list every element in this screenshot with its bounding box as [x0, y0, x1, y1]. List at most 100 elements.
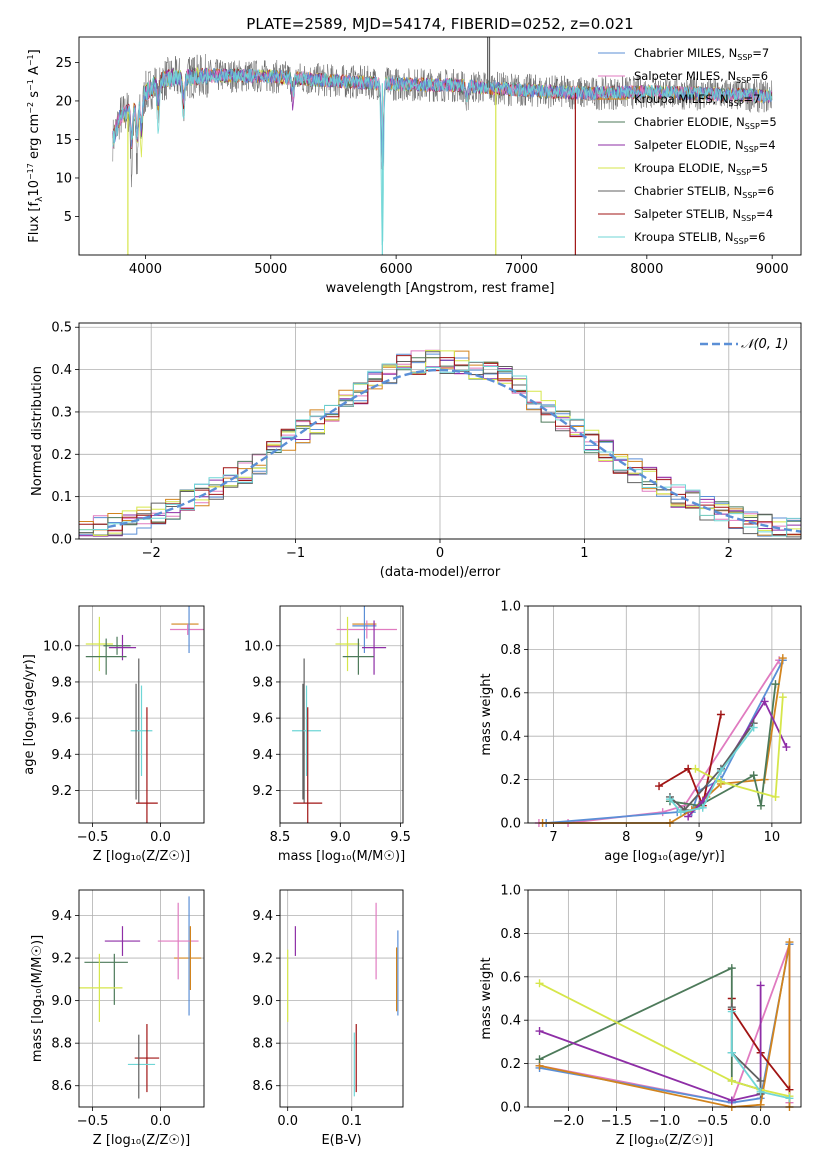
y-tick-label: 10.0 [43, 639, 72, 654]
weight-marker [756, 981, 765, 990]
plot-frame [527, 889, 802, 1108]
weight-marker [727, 1007, 736, 1016]
weight-marker [727, 1096, 736, 1105]
x-tick-label: −1 [286, 546, 305, 561]
weight-lines [534, 654, 791, 827]
weight-marker [535, 979, 544, 988]
x-tick-label: −0.5 [697, 1114, 729, 1129]
y-tick-label: 8.6 [51, 1079, 72, 1094]
x-axis-label: age [log₁₀(age/yr)] [604, 849, 725, 864]
weight-marker [665, 795, 674, 804]
panels: 4000 5000 6000 7000 8000 9000510152025wavelen… [22, 36, 802, 1148]
legend-entry: Kroupa STELIB, NSSP=6 [634, 230, 765, 246]
weight-marker [727, 1076, 736, 1085]
y-axis-label: mass weight [479, 957, 494, 1039]
weight-marker [676, 808, 685, 817]
x-axis-label: mass [log₁₀(M/M☉)] [278, 849, 405, 864]
weight-marker [535, 1055, 544, 1064]
x-tick-label: −2.0 [553, 1114, 585, 1129]
spectrum-line-chabrier_miles [112, 67, 773, 167]
plot-frame [78, 605, 205, 824]
age_vs_mass-panel: 8.5 9.0 9.5 9.2 9.4 9.6 9.8 10.0 mass [log₁₀(M/M… [244, 605, 411, 864]
y-tick-label: 8.8 [51, 1037, 72, 1052]
x-tick-label: 1 [580, 546, 588, 561]
x-tick-label: 0.0 [277, 1114, 298, 1129]
x-tick-label: 9000 [756, 262, 789, 277]
error-bars [292, 606, 397, 823]
y-tick-label: 9.8 [51, 675, 72, 690]
plot-frame [279, 605, 404, 824]
spectrum-lines [112, 37, 773, 255]
weight-line-kroupa_stelib [730, 1011, 790, 1100]
y-tick-label: 0.2 [500, 1057, 521, 1072]
y-tick-label: 0.1 [51, 490, 72, 505]
plot-frame [78, 322, 802, 540]
y-axis-label: mass weight [479, 673, 494, 755]
x-tick-label: 2 [725, 546, 733, 561]
weight-line-kroupa_elodie [694, 697, 784, 799]
weight-line-salpeter_stelib [658, 714, 722, 809]
y-tick-label: 15 [55, 133, 72, 148]
y-axis-label: Normed distribution [30, 366, 45, 496]
error-bars [287, 902, 399, 1097]
y-tick-label: 0.0 [500, 1101, 521, 1116]
spectrum-panel: 4000 5000 6000 7000 8000 9000 5 10 15 20 25 wavelen… [26, 36, 802, 296]
y-tick-label: 8.6 [252, 1079, 273, 1094]
y-tick-label: 0.5 [51, 321, 72, 336]
y-tick-label: 0.6 [500, 686, 521, 701]
y-tick-label: 9.4 [51, 748, 72, 763]
spectrum-line-kroupa_stelib [112, 68, 773, 246]
weight-line-chabrier_stelib [669, 722, 755, 812]
spectrum-legend: Chabrier MILES, NSSP=7 Salpeter MILES, NS… [598, 46, 777, 246]
x-axis-label: Z [log₁₀(Z/Z☉)] [93, 1133, 190, 1148]
y-tick-label: 10.0 [244, 639, 273, 654]
y-axis-label: age [log₁₀(age/yr)] [22, 654, 37, 775]
weight-marker [727, 1048, 736, 1057]
y-tick-label: 0.0 [500, 817, 521, 832]
y-tick-label: 0.0 [51, 533, 72, 548]
x-axis-label: (data-model)/error [380, 565, 501, 580]
weight-marker [756, 1076, 765, 1085]
weight-marker [727, 964, 736, 973]
weight-marker [535, 1027, 544, 1036]
y-tick-label: 5 [64, 210, 72, 225]
legend-entry: Salpeter MILES, NSSP=6 [634, 69, 768, 85]
y-tick-label: 9.0 [252, 994, 273, 1009]
x-tick-label: 0.1 [341, 1114, 362, 1129]
plot-frame [78, 36, 802, 256]
y-tick-label: 0.4 [51, 363, 72, 378]
legend-entry: Salpeter ELODIE, NSSP=4 [634, 138, 776, 154]
x-tick-label: 7000 [505, 262, 538, 277]
y-tick-label: 9.4 [51, 909, 72, 924]
weight-marker [716, 710, 725, 719]
weight-marker [782, 743, 791, 752]
weight-marker [771, 792, 780, 801]
legend-entry: Salpeter STELIB, NSSP=4 [634, 207, 773, 223]
y-tick-label: 10 [55, 171, 72, 186]
mass_vs_ebv-panel: 0.0 0.1 8.6 8.8 9.0 9.2 9.4 E(B-V) [252, 889, 404, 1148]
x-tick-label: −0.5 [77, 1114, 109, 1129]
x-tick-label: 4000 [129, 262, 162, 277]
weight-line-chabrier_miles [546, 659, 784, 824]
x-tick-label: 0.0 [150, 1114, 171, 1129]
y-tick-label: 0.3 [51, 405, 72, 420]
x-tick-label: −1.0 [649, 1114, 681, 1129]
spectrum-line-chabrier_stelib [112, 53, 773, 188]
y-axis-label: Flux [fλ10−17 erg cm−2 s−1 A−1] [26, 49, 45, 242]
plot-frame [78, 889, 205, 1108]
residual-hist-kroupa_stelib [79, 361, 801, 537]
weight-marker [749, 723, 758, 732]
y-tick-label: 9.4 [252, 748, 273, 763]
residual-hist-kroupa_elodie [79, 350, 801, 536]
weight-marker [756, 801, 765, 810]
error-bars [79, 896, 202, 1099]
y-tick-label: 9.6 [252, 712, 273, 727]
weight_vs_Z-panel: −2.0 −1.5 −1.0 −0.5 0.0 0.0 0.2 0.4 0.6 0.8 1.0 Z [… [479, 884, 802, 1148]
residual-hist-salpeter_stelib [79, 355, 801, 536]
weight-lines [535, 938, 794, 1111]
weight-line-kroupa_elodie [539, 982, 790, 1098]
y-tick-label: 20 [55, 94, 72, 109]
weight-marker [691, 764, 700, 773]
x-tick-label: 9 [695, 830, 703, 845]
